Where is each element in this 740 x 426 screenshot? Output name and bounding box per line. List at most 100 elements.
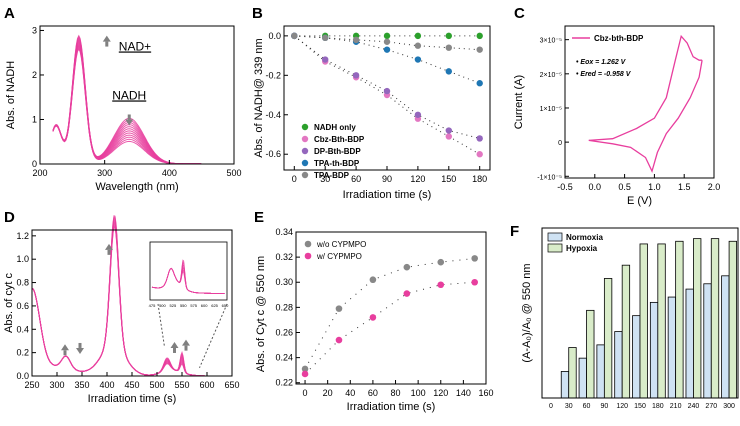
e-xtick-label: 120: [433, 388, 448, 398]
bar-normoxia: [703, 283, 712, 399]
nadh-annotation: NADH: [112, 88, 146, 102]
c-xtick-label: 2.0: [708, 182, 721, 192]
panel-b-nadh-339-scatter: B 0 30 60 90 120 150 180 0.0 -0.2 -0.4 -0.6 Irradiat…: [252, 5, 491, 201]
d-xtick-label: 500: [149, 380, 164, 390]
f-xtick-label: 210: [670, 403, 682, 410]
b-xtick-label: 30: [320, 174, 330, 184]
bar-hypoxia: [710, 238, 720, 399]
legend-marker: [304, 252, 312, 260]
panel-e-cyt-c-550-scatter: E 0 20 40 60 80 100 120 140 160 0.22 0.24 0.26 0.28 0.…: [254, 209, 494, 413]
bar-normoxia: [721, 275, 730, 399]
a-y-axis-label: Abs. of NADH: [5, 61, 17, 130]
data-point-cbz-bth-bdp: [476, 151, 483, 158]
data-point-nadh-only: [383, 32, 391, 40]
nad-plus-arrow-icon-stem: [105, 41, 109, 47]
inset-xtick-label: 600: [201, 303, 208, 308]
e-x-axis-label: Irradiation time (s): [347, 401, 436, 413]
bar-normoxia: [685, 288, 694, 399]
peak-520-arrow-icon: [170, 341, 179, 348]
panel-letter: B: [252, 5, 263, 22]
b-xtick-label: 0: [292, 174, 297, 184]
legend-label: TPA-BDP: [314, 171, 350, 180]
data-point-w-o-cypmpo: [369, 276, 377, 284]
data-point-dp-bth-bdp: [352, 72, 360, 79]
f-xtick-label: 300: [723, 403, 735, 410]
legend-swatch: [547, 243, 563, 253]
legend-label: Cbz-bth-BDP: [594, 34, 644, 43]
bar-normoxia: [560, 371, 570, 399]
plot-frame: [541, 227, 739, 399]
bar-hypoxia: [603, 278, 613, 399]
bar-hypoxia: [568, 347, 577, 399]
d-xtick-label: 650: [224, 380, 239, 390]
d-ytick-label: 0.6: [16, 301, 29, 311]
a-ytick-label: 1: [32, 114, 37, 124]
c-ytick-label: 0: [558, 140, 562, 147]
d-ytick-label: 0.8: [16, 278, 29, 288]
c-xtick-label: 0.0: [589, 182, 602, 192]
d-xtick-label: 250: [24, 380, 39, 390]
d-xtick-label: 600: [199, 380, 214, 390]
data-point-dp-bth-bdp: [476, 135, 483, 142]
d-ytick-label: 1.0: [16, 254, 29, 264]
e-xtick-label: 60: [368, 388, 378, 398]
series-dotted-line: [304, 257, 475, 370]
bar-hypoxia: [693, 238, 702, 399]
peak-550-arrow-icon-stem: [184, 345, 188, 351]
legend-label: Cbz-Bth-BDP: [314, 135, 365, 144]
eox-annotation: • Eox = 1.262 V: [576, 59, 627, 66]
bar-normoxia: [614, 331, 623, 399]
bar-normoxia: [632, 315, 641, 399]
a-x-axis-label: Wavelength (nm): [95, 181, 178, 193]
inset-xtick-label: 500: [159, 303, 166, 308]
b-ytick-label: -0.6: [265, 149, 281, 159]
d-ytick-label: 0.0: [16, 371, 29, 381]
inset-xtick-label: 475: [149, 303, 156, 308]
b-xtick-label: 60: [351, 174, 361, 184]
legend-label: Normoxia: [566, 233, 603, 242]
inset-xtick-label: 525: [170, 303, 177, 308]
d-ytick-label: 1.2: [16, 231, 29, 241]
ered-annotation: • Ered = -0.958 V: [576, 71, 632, 78]
legend-label: DP-Bth-BDP: [314, 147, 361, 156]
b-ytick-label: -0.4: [265, 110, 281, 120]
b-y-axis-label: Abs. of NADH@ 339 nm: [253, 38, 265, 157]
legend-label: w/o CYPMPO: [316, 240, 366, 249]
legend-label: Hypoxia: [566, 244, 598, 253]
d-ytick-label: 0.4: [16, 324, 29, 334]
e-xtick-label: 20: [323, 388, 333, 398]
data-point-nadh-only: [414, 32, 422, 40]
e-xtick-label: 0: [303, 388, 308, 398]
f-xtick-label: 30: [565, 403, 573, 410]
data-point-tpa-bdp: [322, 34, 329, 42]
d-ytick-label: 0.2: [16, 348, 29, 358]
bar-hypoxia: [675, 240, 684, 399]
e-xtick-label: 140: [456, 388, 471, 398]
c-xtick-label: 0.5: [618, 182, 631, 192]
c-xtick-label: 1.5: [678, 182, 691, 192]
legend-label: NADH only: [314, 123, 356, 132]
inset-zoom-line: [157, 303, 165, 347]
e-xtick-label: 40: [345, 388, 355, 398]
data-point-nadh-only: [445, 32, 452, 40]
data-point-w-cypmpo: [437, 281, 445, 289]
c-ytick-label: 1×10⁻⁵: [540, 106, 562, 113]
peak-415-arrow-icon: [105, 243, 113, 250]
a-xtick-label: 500: [226, 168, 241, 178]
peak-550-arrow-icon: [182, 339, 190, 346]
e-ytick-label: 0.22: [275, 378, 293, 388]
inset-xtick-label: 625: [211, 303, 218, 308]
b-xtick-label: 180: [472, 174, 487, 184]
legend-marker: [301, 147, 309, 155]
b-xtick-label: 120: [410, 174, 425, 184]
a-xtick-label: 200: [32, 168, 47, 178]
a-xtick-label: 300: [97, 168, 112, 178]
d-xtick-label: 400: [99, 380, 114, 390]
f-xtick-label: 120: [616, 403, 628, 410]
data-point-w-o-cypmpo: [301, 365, 309, 373]
data-point-tpa-bdp: [414, 42, 422, 49]
f-xtick-label: 0: [549, 403, 553, 410]
inset-xtick-label: 650: [222, 303, 229, 308]
e-ytick-label: 0.30: [275, 277, 293, 287]
